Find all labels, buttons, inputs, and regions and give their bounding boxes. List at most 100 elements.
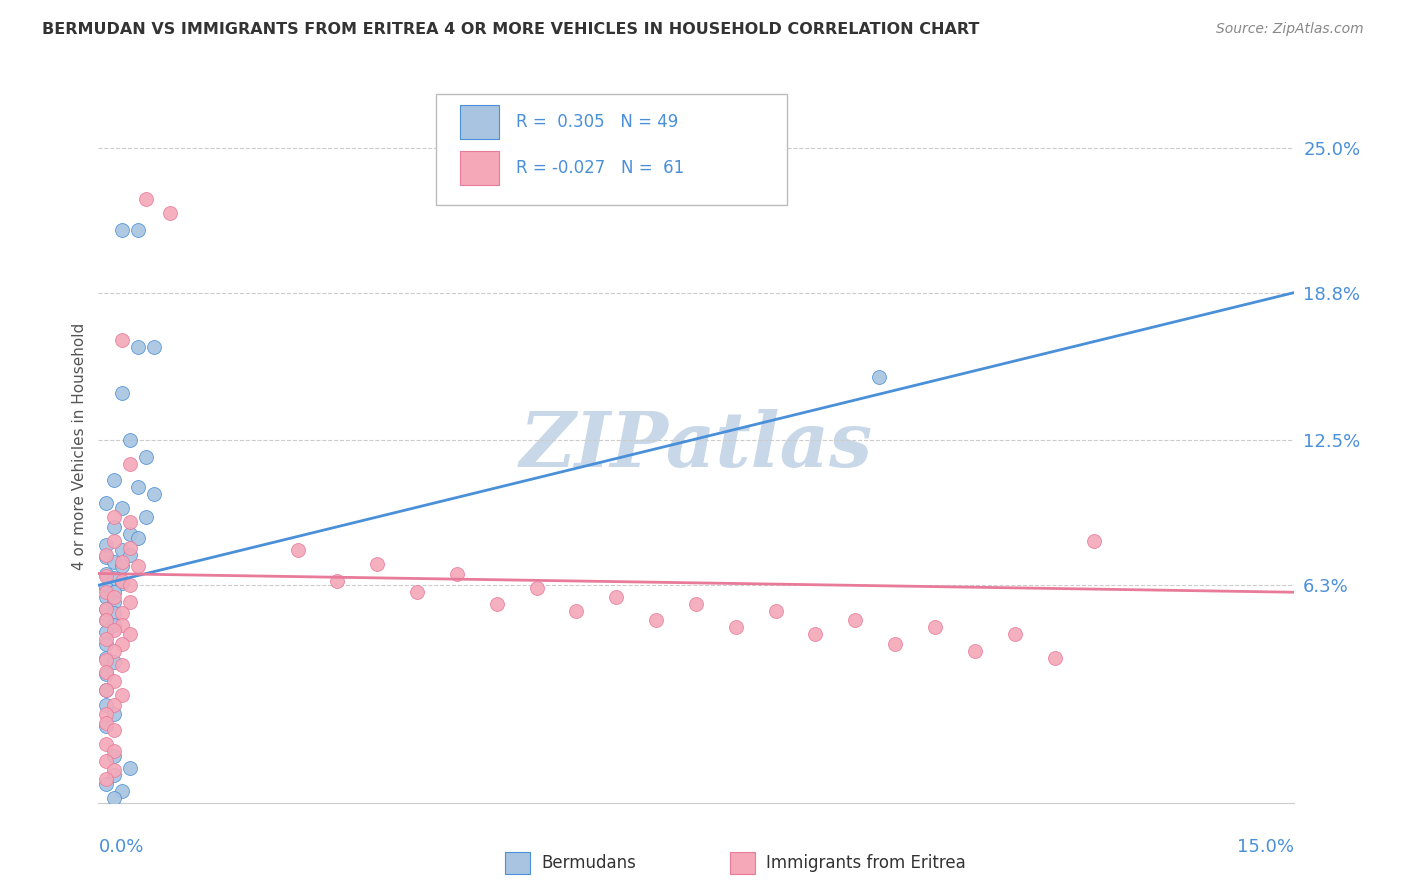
Point [120,578,142,592]
Point [96,665,118,679]
Point [103,768,125,782]
Point [103,585,125,599]
Point [96,772,118,787]
Text: Bermudans: Bermudans [541,854,636,871]
Point [96,667,118,681]
Point [127,480,149,494]
Point [96,601,118,615]
Text: 0.0%: 0.0% [98,838,143,856]
Point [96,581,118,595]
Point [103,623,125,637]
Point [765,604,787,618]
Point [103,674,125,689]
Point [96,718,118,732]
Point [96,683,118,698]
Point [111,607,134,621]
Point [446,566,468,581]
Point [96,613,118,627]
Point [159,206,181,220]
Point [103,594,125,608]
Point [96,566,118,581]
Point [96,650,118,665]
Point [135,510,157,524]
Point [96,496,118,510]
Point [120,548,142,562]
Point [96,754,118,768]
Point [96,716,118,731]
Point [111,555,134,569]
Point [103,618,125,632]
Point [96,637,118,651]
Point [96,550,118,565]
Point [804,627,827,641]
Point [103,510,125,524]
Point [103,656,125,670]
Point [111,575,134,590]
Point [96,613,118,627]
Point [103,706,125,721]
Point [103,744,125,758]
Point [111,637,134,651]
Point [111,688,134,702]
Point [1083,533,1105,548]
Point [127,340,149,354]
Point [103,698,125,712]
Point [96,777,118,791]
Point [111,501,134,516]
Point [103,555,125,569]
Point [120,433,142,447]
Text: BERMUDAN VS IMMIGRANTS FROM ERITREA 4 OR MORE VEHICLES IN HOUSEHOLD CORRELATION : BERMUDAN VS IMMIGRANTS FROM ERITREA 4 OR… [42,22,980,37]
Point [111,618,134,632]
Point [143,487,166,501]
Point [963,644,986,658]
Text: Source: ZipAtlas.com: Source: ZipAtlas.com [1216,22,1364,37]
Point [103,723,125,738]
Point [1004,627,1026,641]
Point [884,637,907,651]
Point [143,340,166,354]
Point [103,644,125,658]
Point [111,222,134,236]
Point [366,557,388,571]
Text: Immigrants from Eritrea: Immigrants from Eritrea [766,854,966,871]
Point [127,222,149,236]
Point [120,457,142,471]
Point [111,657,134,672]
Point [120,594,142,608]
Point [135,192,157,206]
Point [111,574,134,588]
Point [868,370,890,384]
Point [103,763,125,777]
Point [120,526,142,541]
Point [96,653,118,667]
Point [103,519,125,533]
Point [96,590,118,604]
Point [103,590,125,604]
Text: R =  0.305   N = 49: R = 0.305 N = 49 [516,113,678,131]
Text: ZIPatlas: ZIPatlas [519,409,873,483]
Point [96,683,118,698]
Point [96,706,118,721]
Point [96,632,118,646]
Point [96,737,118,751]
Point [120,515,142,529]
Point [724,620,747,634]
Point [685,597,707,611]
Point [96,698,118,712]
Point [1043,650,1066,665]
Point [111,386,134,401]
Point [96,601,118,615]
Point [526,581,548,595]
Point [287,543,309,558]
Point [924,620,946,634]
Point [605,590,627,604]
Point [103,571,125,585]
Point [103,791,125,805]
Point [96,585,118,599]
Point [120,627,142,641]
Point [96,625,118,640]
Point [135,450,157,464]
Point [326,574,349,588]
Point [120,761,142,775]
Point [96,538,118,552]
